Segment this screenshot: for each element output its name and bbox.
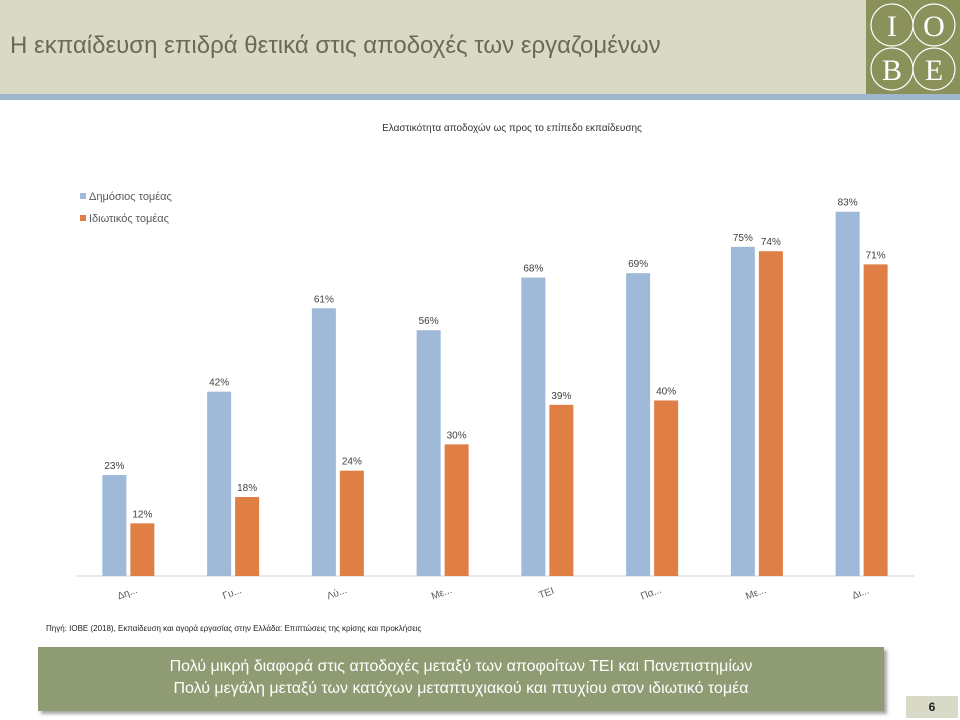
- bar-chart: Ελαστικότητα αποδοχών ως προς το επίπεδο…: [76, 122, 914, 603]
- data-label-private-5: 40%: [656, 386, 676, 397]
- logo-letter-o: O: [923, 10, 945, 43]
- bar-public-5: [626, 273, 651, 576]
- data-label-public-1: 42%: [209, 378, 229, 389]
- x-tick-label-2: Λύ...: [325, 584, 348, 602]
- data-label-private-7: 71%: [866, 250, 886, 261]
- data-label-public-2: 61%: [314, 294, 334, 305]
- data-label-private-3: 30%: [447, 430, 467, 441]
- x-tick-label-5: Πα...: [639, 585, 663, 603]
- slide-title: Η εκπαίδευση επιδρά θετικά στις αποδοχές…: [10, 32, 661, 59]
- data-label-public-6: 75%: [733, 233, 753, 244]
- legend-label-private: Ιδιωτικός τομέας: [89, 213, 169, 225]
- bars-group: 23% 12% Δη... 42% 18% Γυ... 61% 24% Λύ... 56% 30% Μ…: [102, 198, 888, 603]
- data-label-public-3: 56%: [419, 316, 439, 327]
- bar-private-5: [654, 400, 679, 576]
- logo-letter-i: I: [887, 10, 897, 43]
- bar-public-2: [311, 308, 336, 576]
- x-tick-label-1: Γυ...: [221, 585, 243, 602]
- data-label-public-0: 23%: [104, 461, 124, 472]
- logo-letter-b: B: [882, 54, 902, 87]
- chart-title: Ελαστικότητα αποδοχών ως προς το επίπεδο…: [382, 122, 642, 134]
- bar-private-2: [339, 470, 364, 576]
- chart-legend: Δημόσιος τομέας Ιδιωτικός τομέας: [80, 191, 172, 225]
- callout-line-2: Πολύ μεγάλη μεταξύ των κατόχων μεταπτυχι…: [173, 680, 749, 697]
- key-findings-callout: Πολύ μικρή διαφορά στις αποδοχές μεταξύ …: [38, 647, 884, 711]
- data-label-public-4: 68%: [523, 264, 543, 275]
- bar-private-6: [758, 251, 783, 576]
- header-divider: [0, 94, 960, 100]
- page-number: 6: [906, 696, 958, 718]
- x-tick-label-6: Με...: [744, 585, 768, 603]
- bar-private-3: [444, 444, 469, 576]
- legend-label-public: Δημόσιος τομέας: [89, 191, 172, 203]
- iobe-logo: I O B E: [866, 0, 960, 94]
- bar-private-4: [549, 404, 574, 576]
- x-tick-label-3: Με...: [430, 585, 454, 603]
- bar-public-7: [835, 211, 860, 576]
- bar-public-3: [416, 330, 441, 576]
- iobe-logo-icon: I O B E: [870, 3, 956, 91]
- bar-public-0: [102, 475, 127, 576]
- bar-public-6: [730, 246, 755, 577]
- bar-private-0: [130, 523, 155, 576]
- x-tick-label-4: TEI: [537, 586, 555, 602]
- data-label-private-4: 39%: [551, 391, 571, 402]
- data-label-private-0: 12%: [132, 509, 152, 520]
- legend-swatch-private: [80, 215, 86, 221]
- bar-public-4: [521, 277, 546, 576]
- x-tick-label-0: Δη...: [116, 585, 139, 602]
- bar-public-1: [207, 391, 232, 576]
- data-label-private-2: 24%: [342, 457, 362, 468]
- bar-private-7: [863, 264, 888, 576]
- header-band: Η εκπαίδευση επιδρά θετικά στις αποδοχές…: [0, 0, 866, 94]
- data-label-private-1: 18%: [237, 483, 257, 494]
- data-label-public-5: 69%: [628, 259, 648, 270]
- x-tick-label-7: Δι...: [851, 586, 871, 602]
- logo-letter-e: E: [925, 54, 943, 87]
- source-note: Πηγή: ΙΟΒΕ (2018), Εκπαίδευση και αγορά …: [46, 624, 422, 633]
- data-label-private-6: 74%: [761, 237, 781, 248]
- data-label-public-7: 83%: [838, 198, 858, 209]
- callout-line-1: Πολύ μικρή διαφορά στις αποδοχές μεταξύ …: [169, 658, 753, 675]
- legend-swatch-public: [80, 193, 86, 199]
- bar-private-1: [235, 497, 260, 576]
